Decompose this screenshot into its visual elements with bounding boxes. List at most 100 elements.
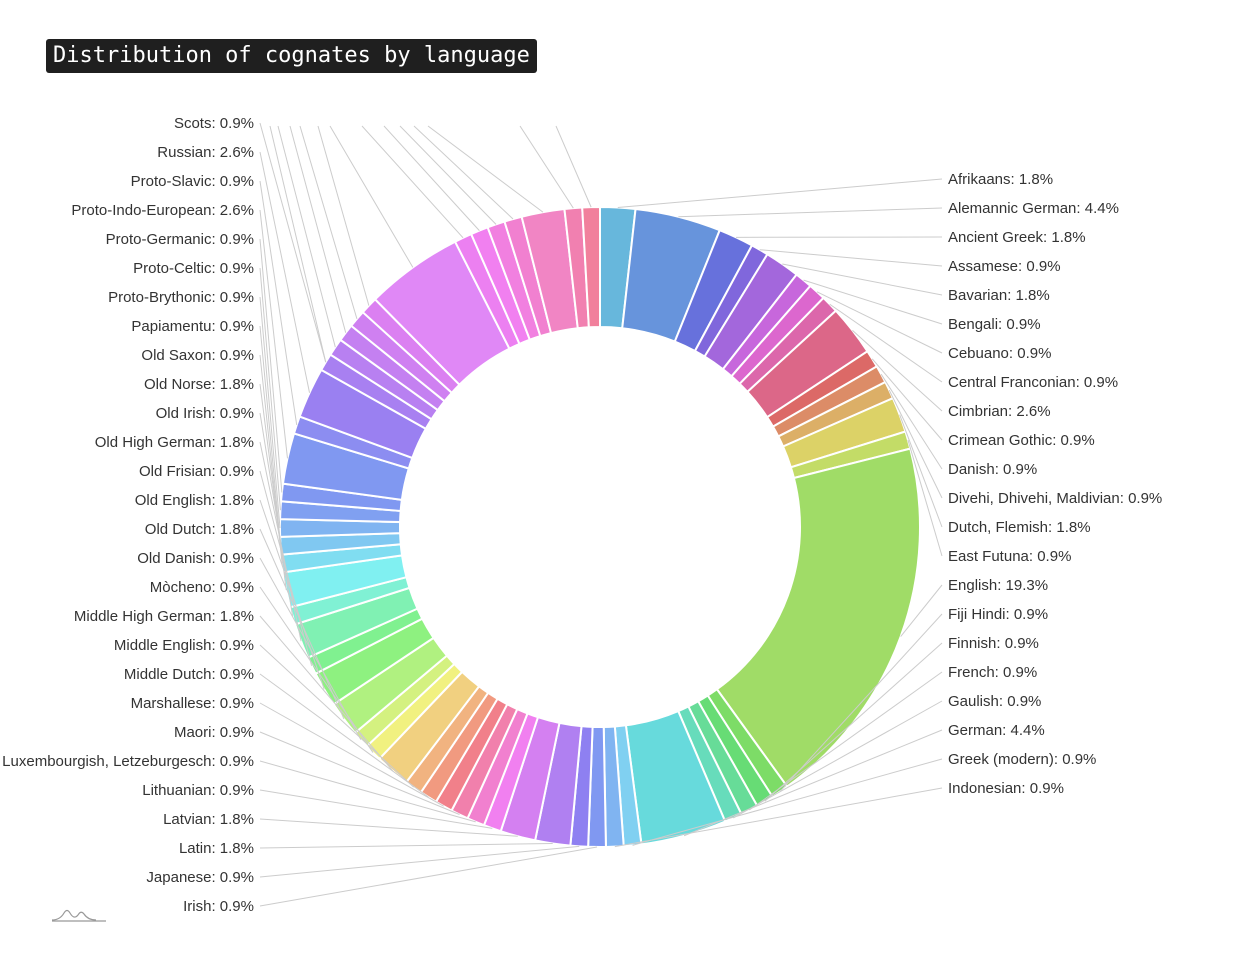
leader-line-top-s02 [289,125,347,333]
leader-line-m-cheno [259,586,374,753]
leader-line-old-english [259,499,325,690]
leader-line-central-franconian [829,303,943,383]
label-cebuano: Cebuano: 0.9% [948,345,1051,362]
label-assamese: Assamese: 0.9% [948,258,1061,275]
label-russian: Russian: 2.6% [157,144,254,161]
label-irish: Irish: 0.9% [183,898,254,915]
label-fiji-hindi: Fiji Hindi: 0.9% [948,606,1048,623]
leader-line-afrikaans [617,178,943,208]
label-scots: Scots: 0.9% [174,115,254,132]
leader-line-proto-slavic [259,180,298,425]
label-middle-english: Middle English: 0.9% [114,637,254,654]
leader-line-indonesian [614,787,943,848]
label-gaulish: Gaulish: 0.9% [948,693,1041,710]
label-finnish: Finnish: 0.9% [948,635,1039,652]
leader-line-top-scots [269,125,327,363]
label-alemannic-german: Alemannic German: 4.4% [948,200,1119,217]
label-afrikaans: Afrikaans: 1.8% [948,171,1053,188]
label-central-franconian: Central Franconian: 0.9% [948,374,1118,391]
leader-line-top-s08 [399,125,497,225]
label-marshallese: Marshallese: 0.9% [131,695,254,712]
leader-line-old-dutch [259,528,345,720]
leader-line-cimbrian [852,329,943,412]
label-bavarian: Bavarian: 1.8% [948,287,1050,304]
leader-line-german [683,729,943,837]
leader-line-east-futuna [907,439,943,557]
leader-line-irish [259,846,598,907]
leader-line-danish [880,373,943,470]
leader-line-top-s04 [317,125,370,306]
leader-line-proto-brythonic [259,296,281,529]
leader-line-proto-germanic [259,238,283,493]
leader-lines-group [259,122,943,907]
label-proto-indo-european: Proto-Indo-European: 2.6% [71,202,254,219]
label-crimean-gothic: Crimean Gothic: 0.9% [948,432,1095,449]
label-proto-brythonic: Proto-Brythonic: 0.9% [108,289,254,306]
label-proto-germanic: Proto-Germanic: 0.9% [106,231,254,248]
leader-line-bengali [803,279,943,325]
label-dutch-flemish: Dutch, Flemish: 1.8% [948,519,1091,536]
leader-line-maori [259,731,460,815]
leader-line-old-norse [259,383,287,590]
leader-line-old-irish [259,412,294,616]
leader-line-latvian [259,818,518,837]
label-divehi-dhivehi-maldivian: Divehi, Dhivehi, Maldivian: 0.9% [948,490,1162,507]
leader-line-japanese [259,845,580,878]
label-papiamentu: Papiamentu: 0.9% [131,318,254,335]
leader-line-dutch-flemish [899,414,943,528]
leader-line-greek-modern [632,758,943,846]
label-japanese: Japanese: 0.9% [146,869,254,886]
slice-s12[interactable] [581,205,601,329]
label-middle-dutch: Middle Dutch: 0.9% [124,666,254,683]
slice-english[interactable] [715,447,921,788]
leader-line-top-s09 [413,125,514,220]
label-latvian: Latvian: 1.8% [163,811,254,828]
leader-line-assamese [759,249,943,267]
leader-line-russian [259,151,311,393]
slices-group [279,205,921,848]
leader-line-top-s05 [329,125,414,268]
leader-line-cebuano [816,291,943,354]
label-ancient-greek: Ancient Greek: 1.8% [948,229,1086,246]
label-indonesian: Indonesian: 0.9% [948,780,1064,797]
label-lithuanian: Lithuanian: 0.9% [142,782,254,799]
leader-line-bavarian [782,263,943,296]
leader-line-fiji-hindi [779,613,943,793]
label-middle-high-german: Middle High German: 1.8% [74,608,254,625]
label-maori: Maori: 0.9% [174,724,254,741]
label-old-irish: Old Irish: 0.9% [156,405,254,422]
leader-line-latin [259,842,553,849]
label-old-frisian: Old Frisian: 0.9% [139,463,254,480]
leader-line-french [749,671,943,811]
leader-line-top-s12 [555,125,592,208]
label-cimbrian: Cimbrian: 2.6% [948,403,1051,420]
label-luxembourgish-letzeburgesch: Luxembourgish, Letzeburgesch: 0.9% [2,753,254,770]
labels-group: Afrikaans: 1.8% Alemannic German: 4.4% Anc… [2,115,1162,915]
label-old-danish: Old Danish: 0.9% [137,550,254,567]
leader-line-finnish [764,642,943,802]
amcharts-logo-icon[interactable] [50,905,108,923]
leader-line-top-s03 [299,125,358,320]
label-proto-celtic: Proto-Celtic: 0.9% [133,260,254,277]
chart-title: Distribution of cognates by language [46,39,537,73]
label-german: German: 4.4% [948,722,1045,739]
label-east-futuna: East Futuna: 0.9% [948,548,1071,565]
label-old-saxon: Old Saxon: 0.9% [141,347,254,364]
label-m-cheno: Mòcheno: 0.9% [150,579,254,596]
leader-line-top-s10 [427,125,544,213]
leader-line-proto-indo-european [259,209,288,459]
leader-line-middle-english [259,644,415,788]
label-french: French: 0.9% [948,664,1037,681]
leader-line-top-s06 [361,125,464,239]
leader-line-old-frisian [259,470,313,666]
leader-line-middle-high-german [259,615,394,772]
leader-line-crimean-gothic [871,358,943,441]
leader-line-papiamentu [259,325,282,546]
label-danish: Danish: 0.9% [948,461,1037,478]
label-latin: Latin: 1.8% [179,840,254,857]
leader-line-middle-dutch [259,673,429,798]
leader-line-top-s11 [519,125,574,209]
leader-line-marshallese [259,702,444,807]
label-bengali: Bengali: 0.9% [948,316,1041,333]
